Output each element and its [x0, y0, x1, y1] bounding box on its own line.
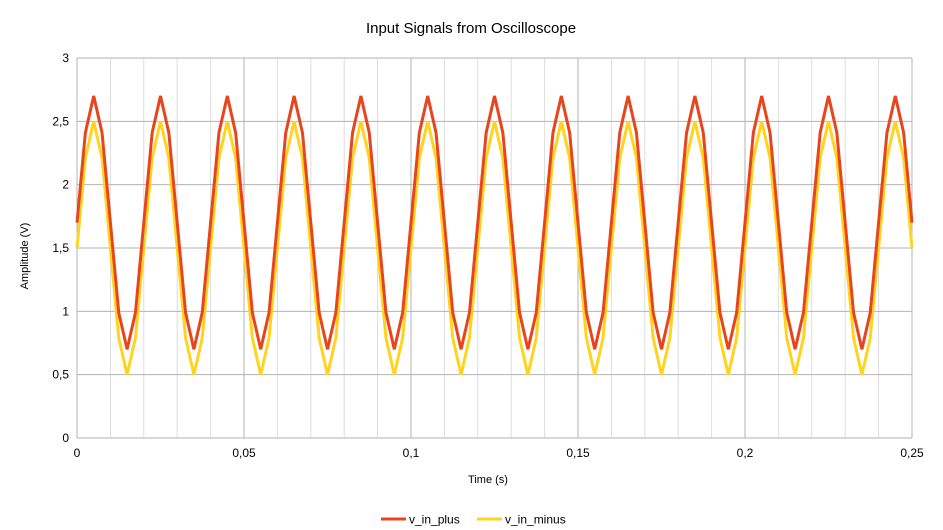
x-tick-label: 0,1 — [403, 446, 420, 460]
series-layer — [75, 95, 914, 376]
legend-label-v-in-minus: v_in_minus — [505, 513, 566, 527]
legend: v_in_plus v_in_minus — [381, 513, 566, 527]
y-tick-label: 3 — [62, 51, 69, 65]
y-tick-label: 2 — [62, 178, 69, 192]
series-line-v-in-minus — [75, 120, 914, 376]
x-tick-label: 0 — [74, 446, 81, 460]
x-tick-label: 0,05 — [232, 446, 256, 460]
legend-label-v-in-plus: v_in_plus — [409, 513, 460, 527]
y-tick-label: 1 — [62, 304, 69, 318]
x-tick-label: 0,15 — [566, 446, 590, 460]
y-axis-title: Amplitude (V) — [19, 223, 31, 290]
y-tick-label: 2,5 — [52, 114, 69, 128]
chart-title: Input Signals from Oscilloscope — [366, 20, 576, 37]
x-tick-label: 0,25 — [900, 446, 924, 460]
x-axis-title: Time (s) — [468, 474, 508, 486]
y-axis-ticks: 0 0,5 1 1,5 2 2,5 3 — [52, 51, 69, 445]
series-line-v-in-plus — [75, 95, 914, 350]
x-tick-label: 0,2 — [737, 446, 754, 460]
x-axis-ticks: 0 0,05 0,1 0,15 0,2 0,25 — [74, 446, 924, 460]
y-tick-label: 0 — [62, 431, 69, 445]
y-tick-label: 0,5 — [52, 368, 69, 382]
y-tick-label: 1,5 — [52, 241, 69, 255]
